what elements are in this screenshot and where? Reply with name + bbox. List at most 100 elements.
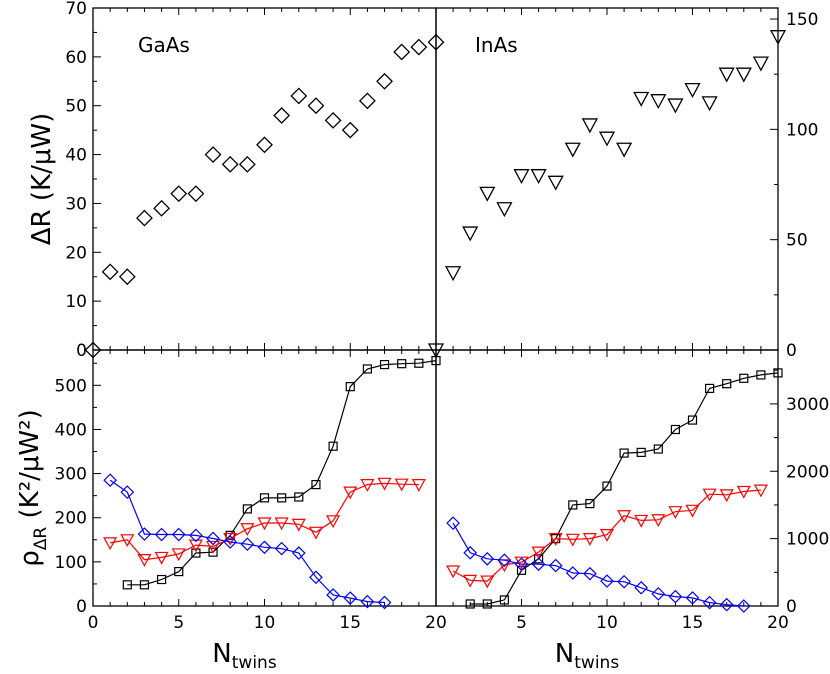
bottom-left-ytick-label: 100 [55, 553, 87, 573]
panels-group [92, 7, 779, 607]
top-right-point [650, 94, 667, 110]
bottom-left-blue-diamonds-point [103, 473, 117, 488]
bottom-left-black-squares-point [191, 548, 201, 558]
bottom-right-red-triangles-point [617, 510, 632, 523]
top-right-point [735, 67, 752, 83]
bottom-right-red-triangles-point [753, 484, 768, 498]
bottom-left-blue-diamonds-point [257, 540, 272, 555]
bottom-left-red-triangles-point [257, 517, 272, 531]
bottom-left-black-squares-point [242, 504, 252, 514]
bottom-left-ytick-label: 0 [76, 597, 87, 617]
bottom-left-black-squares-point [139, 580, 150, 590]
bottom-right-black-squares-point [516, 565, 527, 575]
bottom-right-black-squares-point [670, 424, 681, 435]
bottom-left-red-triangles-point [120, 534, 135, 548]
bottom-left-blue-diamonds-point [309, 570, 323, 585]
bottom-left-red-triangles-point [411, 479, 426, 492]
bottom-left-blue-diamonds-point [206, 531, 220, 546]
bottom-right-blue-diamonds-point [514, 557, 529, 572]
top-left-ytick-label: 0 [76, 341, 87, 361]
top-right-point [427, 343, 445, 359]
bottom-right-ytick-label: 2000 [786, 462, 829, 482]
bottom-right-red-triangles-point [446, 565, 461, 579]
top-left-point [84, 341, 102, 359]
top-left-point [290, 87, 308, 105]
bottom-left-ytick-label: 400 [55, 420, 87, 440]
top-left-point [393, 43, 411, 61]
bottom-left-red-triangles-point [240, 523, 255, 537]
bottom-right-blue-diamonds-point [583, 566, 597, 581]
bottom-left-red-triangles-point [291, 518, 306, 532]
bottom-left-black-squares-point [414, 358, 424, 368]
bottom-left-black-squares-point [225, 530, 235, 540]
bottom-right-ytick-label: 1000 [786, 530, 829, 550]
bottom-right-red-triangles-point [480, 575, 495, 589]
top-right-point [667, 98, 684, 114]
bottom-right-red-triangles-point [702, 488, 717, 502]
bottom-right-black-squares-point [687, 415, 698, 425]
bottom-right-black-squares-point [704, 383, 715, 393]
bottom-right-xtick-label: 15 [682, 613, 704, 633]
bottom-right-red-triangles-point [463, 574, 478, 588]
top-left-ytick-label: 60 [65, 48, 87, 68]
bottom-left-red-triangles-point [137, 554, 152, 567]
bottom-right-red-triangles-point [634, 514, 649, 528]
bottom-right-black-squares-point [619, 448, 629, 458]
bottom-left-red-triangles-point [103, 537, 118, 551]
bottom-right-red-triangles-point [685, 504, 700, 518]
bottom-right-blue-diamonds-point [617, 574, 631, 589]
bottom-right-blue-diamonds-point [634, 580, 649, 595]
bottom-left-blue-diamonds-point [343, 591, 358, 605]
bottom-left-black-squares-point [157, 574, 167, 585]
top-left-point [341, 121, 359, 139]
top-left-point [358, 92, 376, 110]
top-right-point [684, 82, 701, 99]
panel-frame-top-right [435, 7, 779, 351]
top-right-point [769, 30, 787, 46]
labels-group: 0102030405060700501001500100200300400500… [15, 0, 829, 673]
bottom-right-ytick-label: 3000 [786, 395, 829, 415]
top-right-point [633, 91, 650, 107]
top-right-point [598, 131, 616, 147]
bottom-left-blue-diamonds-point [291, 546, 306, 560]
bottom-right-red-triangles-point [582, 533, 597, 546]
top-left-ytick-label: 70 [65, 0, 87, 19]
top-right-ytick-label: 50 [786, 231, 808, 251]
top-left-point [427, 33, 445, 51]
bottom-left-black-squares-point [122, 580, 132, 590]
top-right-point [496, 202, 513, 218]
bottom-left-black-squares-point [397, 359, 407, 369]
top-right-point [513, 169, 530, 185]
top-left-point [101, 263, 119, 281]
top-left-ytick-label: 50 [65, 97, 87, 117]
top-right-point [445, 266, 462, 282]
bottom-left-black-squares-point [277, 493, 287, 503]
bottom-left-black-squares-point [362, 364, 372, 374]
xlabel-sub: twins [574, 653, 619, 673]
xlabel-n: N [212, 639, 231, 669]
xlabel-n: N [555, 639, 574, 669]
bottom-right-xtick-label: 10 [596, 613, 618, 633]
bottom-right-blue-diamonds-point [668, 589, 683, 604]
bottom-right-red-triangles-point [668, 506, 683, 519]
bottom-right-blue-diamonds-point [548, 558, 563, 573]
bottom-left-blue-diamonds-point [171, 527, 186, 542]
bottom-right-blue-diamonds-point [565, 566, 580, 580]
bottom-left-ytick-label: 200 [55, 509, 87, 529]
top-right-point [718, 67, 735, 83]
bottom-left-black-squares-point [431, 355, 441, 366]
top-left-point [324, 111, 342, 129]
marks-group [84, 30, 787, 613]
bottom-ylabel: ρΔR (K²/μW²) [15, 409, 51, 566]
top-left-point [221, 155, 239, 173]
top-left-point [410, 38, 428, 56]
bottom-right-black-squares-point [465, 599, 475, 609]
bottom-right-red-triangles-line [452, 489, 761, 582]
bottom-left-black-squares-point [328, 441, 338, 451]
top-left-point [187, 185, 205, 203]
top-ylabel: ΔR (K/μW) [27, 113, 57, 245]
bottom-left-blue-diamonds-point [189, 528, 203, 543]
bottom-right-blue-diamonds-point [600, 574, 614, 588]
bottom-left-blue-diamonds-point [223, 535, 238, 549]
bottom-left-xlabel: Ntwins [212, 639, 277, 673]
